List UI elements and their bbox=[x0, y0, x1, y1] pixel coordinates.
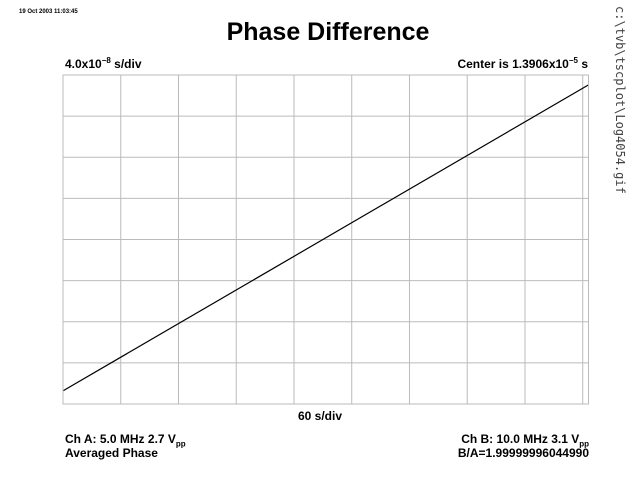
center-exponent: −5 bbox=[568, 56, 578, 65]
timebase-mantissa: 4.0x10 bbox=[65, 57, 102, 71]
timebase-unit: s/div bbox=[110, 57, 142, 71]
x-axis-label: 60 s/div bbox=[297, 409, 343, 423]
plot-frame bbox=[62, 74, 589, 405]
channel-a-text: Ch A: 5.0 MHz 2.7 V bbox=[65, 432, 176, 446]
plot-area bbox=[62, 74, 589, 405]
traces bbox=[62, 84, 589, 392]
grid bbox=[63, 75, 589, 404]
center-unit: s bbox=[577, 57, 588, 71]
channel-b-info: Ch B: 10.0 MHz 3.1 Vpp bbox=[461, 432, 589, 449]
phase-trace bbox=[62, 84, 589, 392]
mode-label: Averaged Phase bbox=[65, 446, 158, 460]
channel-a-unit-sub: pp bbox=[175, 439, 186, 449]
center-prefix: Center is 1.3906x10 bbox=[457, 57, 569, 71]
chart-title: Phase Difference bbox=[226, 18, 430, 46]
ratio-label: B/A=1.99999996044990 bbox=[457, 446, 589, 460]
channel-a-info: Ch A: 5.0 MHz 2.7 Vpp bbox=[65, 432, 186, 449]
file-path-label: c:\tvb\tscplot\Log4054.gif bbox=[613, 6, 627, 194]
timebase-label: 4.0x10−8 s/div bbox=[65, 56, 142, 72]
channel-b-text: Ch B: 10.0 MHz 3.1 V bbox=[461, 432, 580, 446]
timestamp: 19 Oct 2003 11:03:45 bbox=[19, 9, 78, 15]
channel-b-unit-sub: pp bbox=[579, 439, 589, 449]
center-label: Center is 1.3906x10−5 s bbox=[457, 56, 588, 72]
timebase-exponent: −8 bbox=[101, 56, 111, 65]
